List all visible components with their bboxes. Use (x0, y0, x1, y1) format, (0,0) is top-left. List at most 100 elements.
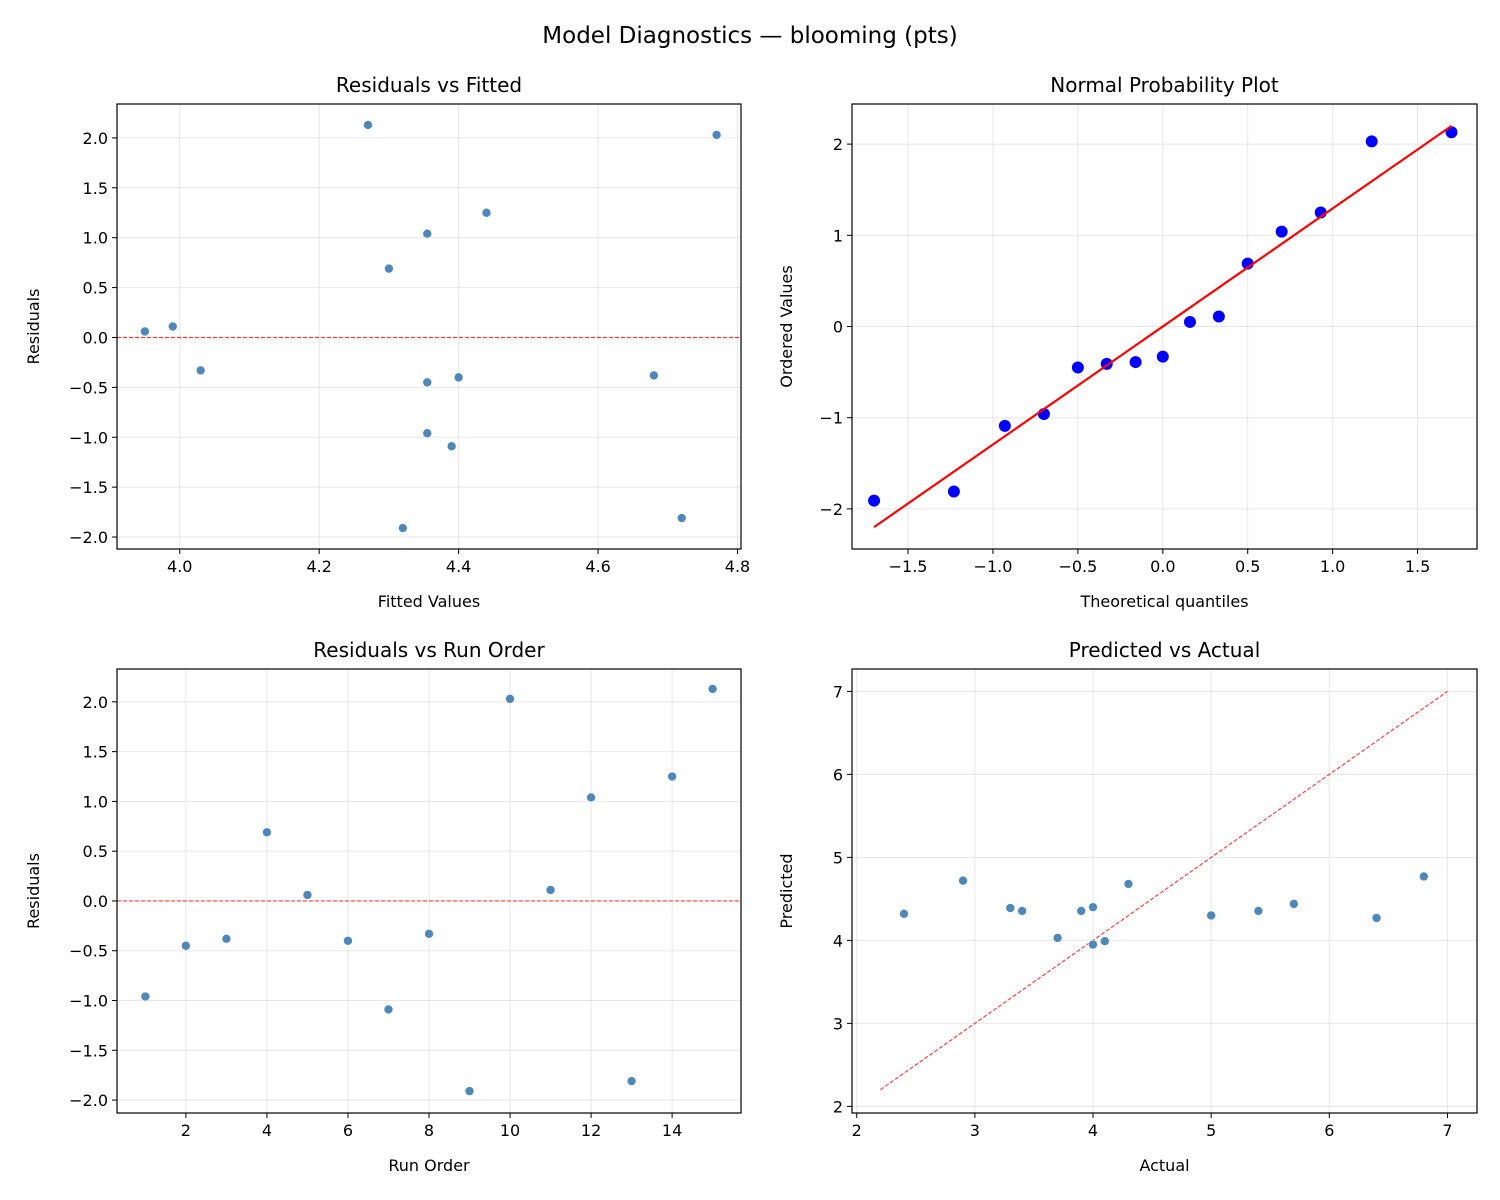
normal-probability-plot: −1.5 −1.0 −0.5 0.0 0.5 1.0 1.5 −2 −1 0 1 2 Normal Pr… (777, 73, 1478, 611)
data-point (586, 792, 596, 803)
fit-line (873, 125, 1453, 528)
data-point (384, 263, 394, 274)
y-tick-label: 5 (833, 848, 843, 867)
x-tick-label: 6 (343, 1121, 353, 1140)
data-point (707, 684, 718, 694)
residuals-vs-run-order-plot: 2 4 6 8 10 12 14 −2.0 −1.5 −1.0 −0.5 0.0 0.5 1.0 1.5 2.… (24, 638, 742, 1175)
x-tick-label: 14 (662, 1121, 682, 1140)
data-point (383, 1004, 394, 1015)
data-point (1123, 879, 1134, 889)
data-point (1071, 361, 1084, 374)
data-point (221, 933, 232, 944)
x-tick-label: 4.2 (306, 557, 331, 576)
data-point (398, 523, 408, 533)
x-tick-label: 0.5 (1235, 557, 1260, 576)
data-point (195, 365, 206, 376)
subplot-title: Residuals vs Fitted (336, 73, 522, 97)
x-tick-label: 4 (1088, 1121, 1098, 1140)
data-point (868, 494, 881, 507)
axes-frame (851, 668, 1478, 1114)
data-point (1419, 871, 1429, 882)
y-tick-label: −2.0 (69, 1091, 108, 1110)
data-point (667, 771, 677, 782)
x-tick-label: 8 (424, 1121, 434, 1140)
y-tick-label: 0 (833, 318, 843, 337)
x-tick-label: 4 (262, 1121, 272, 1140)
x-tick-label: 6 (1324, 1121, 1334, 1140)
y-tick-label: 7 (833, 682, 843, 701)
data-point (1100, 936, 1110, 947)
data-point (676, 513, 687, 523)
y-tick-label: 1.5 (83, 179, 108, 198)
x-tick-label: 1.5 (1405, 557, 1430, 576)
y-tick-label: 1.5 (83, 743, 108, 762)
x-tick-label: 10 (500, 1121, 520, 1140)
subplot-title: Predicted vs Actual (1069, 638, 1261, 662)
identity-reference-line (880, 690, 1448, 1091)
x-axis-label: Theoretical quantiles (1079, 592, 1248, 611)
x-tick-label: −0.5 (1058, 557, 1097, 576)
x-tick-label: 2 (852, 1121, 862, 1140)
y-tick-label: 1.0 (83, 792, 108, 811)
x-tick-label: 4.8 (725, 557, 750, 576)
data-point (453, 372, 464, 383)
y-tick-label: −0.5 (69, 378, 108, 397)
x-tick-label: 2 (181, 1121, 191, 1140)
data-point (422, 377, 433, 388)
y-tick-label: −0.5 (69, 942, 108, 961)
y-tick-label: 0.5 (83, 279, 108, 298)
data-point (649, 370, 659, 381)
y-tick-label: −1.0 (69, 992, 108, 1011)
x-tick-label: 4.6 (585, 557, 610, 576)
data-point (1017, 906, 1027, 916)
y-axis-label: Residuals (24, 853, 43, 929)
y-tick-label: 6 (833, 765, 843, 784)
x-tick-label: 0.0 (1150, 557, 1175, 576)
data-point (464, 1086, 475, 1096)
x-axis-label: Run Order (388, 1156, 470, 1175)
data-point (363, 120, 373, 130)
data-point (998, 419, 1011, 432)
y-tick-label: 0.0 (83, 892, 108, 911)
data-point (1212, 310, 1225, 323)
data-point (1052, 933, 1063, 943)
data-point (422, 428, 433, 439)
y-tick-label: −1 (819, 409, 843, 428)
data-point (1253, 906, 1264, 916)
data-point (1365, 135, 1378, 148)
data-point (899, 909, 909, 919)
y-tick-label: 3 (833, 1014, 843, 1033)
y-tick-label: 2.0 (83, 129, 108, 148)
data-point (1129, 356, 1142, 369)
figure-title: Model Diagnostics — blooming (pts) (542, 23, 957, 49)
y-tick-label: 4 (833, 931, 843, 950)
data-point (626, 1076, 637, 1086)
data-point (1275, 225, 1288, 238)
data-point (1206, 910, 1216, 921)
y-tick-label: −1.5 (69, 1041, 108, 1060)
axes-frame (851, 103, 1478, 550)
x-tick-label: −1.0 (974, 557, 1013, 576)
subplot-title: Residuals vs Run Order (313, 638, 545, 662)
y-tick-label: 2.0 (83, 693, 108, 712)
data-point (1088, 902, 1098, 912)
x-tick-label: 4.0 (167, 557, 192, 576)
y-axis-label: Ordered Values (777, 265, 796, 387)
data-point (302, 890, 313, 900)
y-tick-label: −2 (819, 500, 843, 519)
y-tick-label: 2 (833, 1097, 843, 1116)
data-point (1183, 315, 1196, 328)
x-tick-label: 5 (1206, 1121, 1216, 1140)
x-axis-label: Fitted Values (378, 592, 480, 611)
y-tick-label: 0.5 (83, 842, 108, 861)
axes-frame (116, 668, 742, 1114)
y-tick-label: 0.0 (83, 328, 108, 347)
y-tick-label: −2.0 (69, 528, 108, 547)
subplot-title: Normal Probability Plot (1050, 73, 1279, 97)
x-axis-label: Actual (1139, 1156, 1189, 1175)
y-tick-label: −1.0 (69, 428, 108, 447)
x-tick-label: 7 (1442, 1121, 1452, 1140)
data-point (958, 875, 968, 886)
data-point (424, 929, 434, 939)
